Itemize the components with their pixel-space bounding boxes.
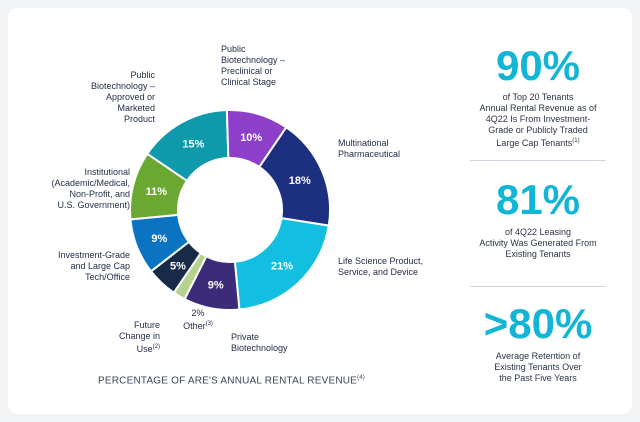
slice-label-pp: 10% xyxy=(240,132,262,144)
label-future-change: Future Change in Use(2) xyxy=(118,320,160,354)
stat-value-1: 90% xyxy=(495,42,581,89)
stat-desc-2: of 4Q22 Leasing Activity Was Generated F… xyxy=(479,227,597,259)
label-life-science: Life Science Product, Service, and Devic… xyxy=(338,256,424,277)
label-multinational-pharma: Multinational Pharmaceutical xyxy=(338,138,401,159)
label-investment-grade: Investment-Grade and Large Cap Tech/Offi… xyxy=(57,250,130,282)
slice-label-pa: 15% xyxy=(182,138,204,150)
divider-1 xyxy=(470,160,606,161)
slice-label-ls: 21% xyxy=(271,260,293,272)
slice-label-ig: 9% xyxy=(151,233,167,245)
label-public-biotech-approved: Public Biotechnology – Approved or Marke… xyxy=(90,70,155,124)
label-institutional: Institutional (Academic/Medical, Non-Pro… xyxy=(51,167,130,210)
slice-label-pb: 9% xyxy=(208,280,224,292)
label-other: 2% Other(3) xyxy=(183,308,213,331)
chart-title: PERCENTAGE OF ARE'S ANNUAL RENTAL REVENU… xyxy=(98,375,365,387)
donut-slice-labels: 18% 21% 9% 5% 9% 11% 15% 10% xyxy=(146,132,311,292)
donut-slices xyxy=(129,109,331,311)
stat-desc-1: of Top 20 Tenants Annual Rental Revenue … xyxy=(479,92,597,148)
stat-desc-3: Average Retention of Existing Tenants Ov… xyxy=(494,351,582,383)
slice-label-mp: 18% xyxy=(289,175,311,187)
stat-value-2: 81% xyxy=(495,176,581,223)
slice-pp xyxy=(225,109,288,169)
slice-label-in: 11% xyxy=(146,186,168,198)
stat-value-3: >80% xyxy=(483,300,593,347)
label-private-biotech: Private Biotechnology xyxy=(231,332,288,353)
label-public-biotech-preclinical: Public Biotechnology – Preclinical or Cl… xyxy=(221,44,286,87)
slice-label-fc: 5% xyxy=(170,260,186,272)
divider-2 xyxy=(470,286,606,287)
